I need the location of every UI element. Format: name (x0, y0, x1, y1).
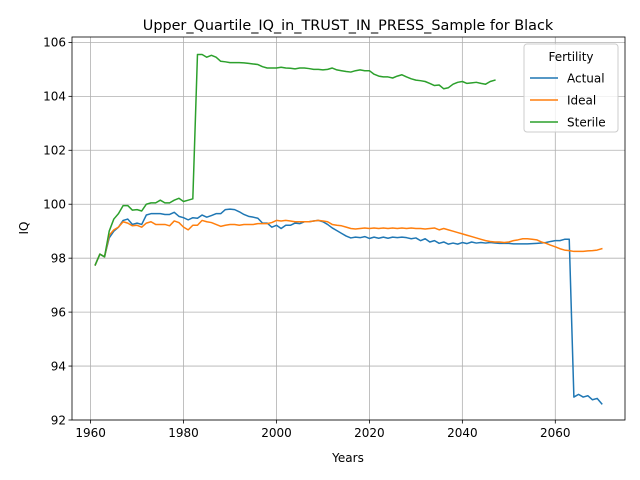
legend-label-ideal: Ideal (567, 93, 596, 107)
x-tick-label: 1960 (75, 426, 106, 440)
x-tick-label: 2060 (540, 426, 571, 440)
y-tick-label: 106 (43, 36, 66, 50)
legend-title: Fertility (548, 50, 593, 64)
legend-label-sterile: Sterile (567, 115, 606, 129)
series-line-actual (94, 208, 603, 405)
x-tick-label: 2000 (261, 426, 292, 440)
x-tick-label: 1980 (168, 426, 199, 440)
plot-frame (71, 36, 626, 421)
y-axis-ticks: 92 94 96 98 100 102 104 106 (43, 36, 72, 427)
x-axis-ticks: 1960 1980 2000 2020 2040 2060 (75, 420, 571, 440)
y-tick-label: 92 (51, 413, 66, 427)
x-tick-label: 2040 (447, 426, 478, 440)
y-tick-label: 94 (51, 359, 66, 373)
y-tick-label: 100 (43, 198, 66, 212)
legend: Fertility Actual Ideal Sterile (523, 43, 619, 133)
y-axis-label: IQ (17, 222, 31, 235)
x-tick-label: 2020 (354, 426, 385, 440)
x-axis-label: Years (331, 451, 364, 465)
series-line-sterile (94, 53, 496, 266)
series-line-ideal (94, 219, 603, 266)
chart-title: Upper_Quartile_IQ_in_TRUST_IN_PRESS_Samp… (143, 18, 554, 34)
legend-entries: Actual Ideal Sterile (530, 71, 606, 129)
legend-label-actual: Actual (567, 71, 605, 85)
legend-box (523, 43, 619, 133)
y-tick-label: 102 (43, 144, 66, 158)
y-tick-label: 98 (51, 251, 66, 265)
y-tick-label: 104 (43, 90, 66, 104)
plot-series (94, 53, 603, 405)
grid-lines (72, 37, 625, 421)
y-tick-label: 96 (51, 305, 66, 319)
